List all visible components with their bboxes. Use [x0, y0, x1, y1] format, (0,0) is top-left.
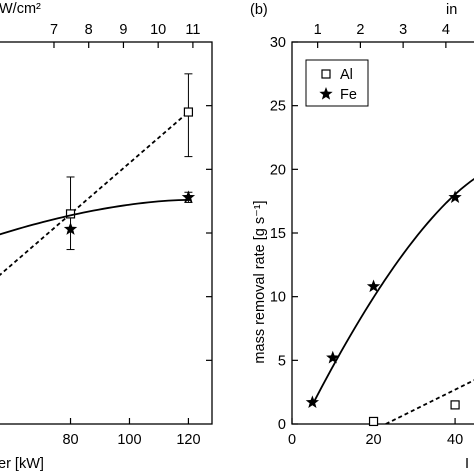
panel-b-top-tick-label: 1: [314, 22, 322, 38]
panel-b-x-tick-label: 20: [365, 432, 381, 448]
panel-a-series-star-point: [181, 190, 196, 204]
panel-b-legend-box: [305, 59, 369, 107]
panel-b-label: (b): [250, 2, 268, 18]
legend-marker-square: [321, 69, 331, 79]
panel-b-top-tick-label: 3: [399, 22, 407, 38]
panel-a-series-square-point: [183, 107, 194, 117]
panel-a-top-tick-label: 8: [85, 22, 93, 38]
panel-b-series-star-point: [366, 279, 381, 293]
panel-b-series-square-point: [450, 400, 460, 410]
panel-a-top-tick-label: 10: [150, 22, 166, 38]
panel-a-series-star-point: [63, 222, 78, 235]
panel-a-series-star-fit-line: [0, 198, 189, 236]
panel-a: W/cm² er [kW] 80 100 120 7 8 9 10 11: [0, 1, 213, 472]
legend-marker-star: [319, 87, 333, 100]
panel-a-top-tick-label: 7: [50, 22, 58, 38]
panel-b-y-tick-label: 0: [278, 417, 286, 433]
panel-a-x-tick-label: 100: [117, 432, 141, 448]
panel-a-x-axis-title: er [kW]: [0, 456, 44, 472]
panel-b-x-tick-label: 40: [447, 432, 463, 448]
panel-b-y-tick-label: 5: [278, 353, 286, 369]
panel-b: (b) in mass removal rate [g s⁻¹] I 0 20 40…: [250, 2, 474, 472]
panel-a-x-tick-label: 80: [62, 432, 78, 448]
panel-b-top-tick-label: 2: [356, 22, 364, 38]
panel-b-top-axis-title: in: [446, 2, 457, 18]
panel-b-series-square-fit-line: [385, 379, 474, 424]
panel-b-series-star-fit-line: [311, 177, 474, 406]
panel-b-y-tick-label: 10: [270, 290, 286, 306]
panel-a-top-tick-label: 11: [185, 22, 200, 38]
panel-b-y-tick-label: 20: [270, 162, 286, 178]
legend-label: Al: [340, 67, 353, 83]
panel-b-series-star-point: [448, 190, 462, 204]
panel-b-y-tick-label: 15: [270, 226, 286, 242]
panel-b-x-tick-label: 0: [288, 432, 296, 448]
panel-b-series-star-point: [326, 350, 340, 364]
panel-b-x-axis-title: I: [465, 456, 469, 472]
panel-b-y-axis-title: mass removal rate [g s⁻¹]: [252, 200, 268, 363]
panel-b-y-tick-label: 30: [270, 35, 286, 51]
panel-a-x-tick-label: 120: [176, 432, 200, 448]
panel-a-series-square-fit-line: [0, 111, 190, 277]
panel-b-y-tick-label: 25: [270, 99, 286, 115]
panel-b-top-tick-label: 4: [442, 22, 450, 38]
panel-b-series-square-point: [368, 416, 379, 427]
panel-b-series-star-point: [305, 395, 320, 409]
panel-a-top-tick-label: 9: [119, 22, 127, 38]
panel-a-plot-frame: [0, 41, 213, 425]
panel-a-top-axis-title: W/cm²: [0, 1, 41, 17]
legend-label: Fe: [340, 87, 357, 103]
